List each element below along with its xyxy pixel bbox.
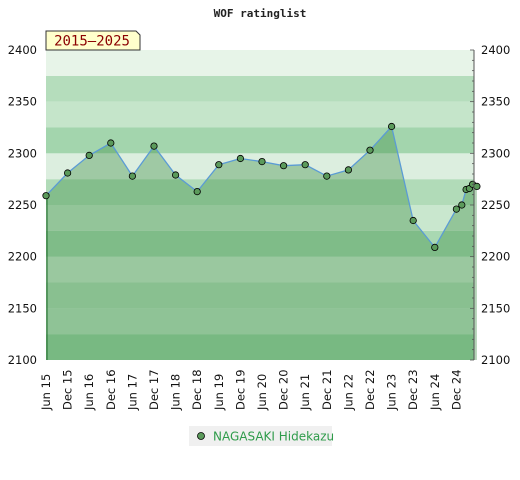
x-tick-label: Dec 19 — [233, 369, 247, 410]
data-point — [409, 216, 417, 225]
x-tick-label: Dec 23 — [406, 369, 420, 410]
data-point — [172, 171, 180, 179]
y-tick-label: 2350 — [481, 95, 510, 109]
data-point — [301, 161, 309, 169]
data-point — [452, 205, 460, 213]
data-point — [64, 169, 72, 177]
x-tick-label: Dec 21 — [320, 369, 334, 410]
x-tick-label: Jun 15 — [39, 374, 53, 411]
data-point — [215, 161, 223, 169]
data-point — [42, 192, 50, 200]
chart-title: WOF ratinglist — [214, 7, 307, 20]
y-tick-label: 2150 — [481, 301, 510, 315]
band — [46, 50, 474, 76]
band — [46, 101, 474, 128]
data-point — [473, 182, 481, 190]
x-tick-label: Jun 22 — [341, 374, 355, 411]
y-tick-label: 2350 — [8, 95, 37, 109]
band — [46, 179, 474, 205]
data-point — [128, 172, 136, 180]
y-tick-label: 2150 — [8, 301, 37, 315]
y-tick-label: 2400 — [8, 43, 37, 57]
rating-area-fill — [46, 126, 477, 360]
x-tick-label: Dec 17 — [147, 369, 161, 410]
x-tick-label: Jun 19 — [212, 374, 226, 411]
x-tick-label: Jun 24 — [428, 374, 442, 411]
band — [46, 334, 474, 360]
x-tick-label: Dec 18 — [190, 369, 204, 410]
data-point — [366, 146, 374, 154]
background-bands — [46, 50, 474, 360]
range-label: 2015–2025 — [54, 34, 130, 50]
x-tick-label: Jun 23 — [385, 374, 399, 411]
legend: NAGASAKI Hidekazu — [189, 426, 334, 446]
x-tick-label: Dec 15 — [61, 369, 75, 410]
data-point — [236, 154, 244, 163]
data-point — [458, 201, 466, 209]
y-tick-label: 2250 — [8, 198, 37, 212]
x-axis-labels: Jun 15 Dec 15 Jun 16 Dec 16 Jun 17 Dec 17 Jun … — [39, 369, 463, 411]
y-tick-label: 2200 — [8, 250, 37, 264]
y-tick-label: 2300 — [8, 146, 37, 160]
legend-marker — [197, 432, 205, 440]
data-point — [193, 188, 201, 196]
band — [46, 282, 474, 309]
data-point — [344, 166, 352, 174]
y-tick-label: 2100 — [481, 353, 510, 367]
data-point — [279, 162, 288, 170]
y-tick-label: 2100 — [8, 353, 37, 367]
data-points — [42, 122, 481, 251]
axes — [470, 49, 475, 361]
data-point — [323, 172, 331, 180]
x-tick-label: Jun 17 — [125, 374, 139, 411]
x-tick-label: Jun 16 — [82, 374, 96, 411]
x-tick-label: Jun 20 — [255, 374, 269, 411]
y-axis-right-labels: 2100 2150 2200 2250 2300 2350 2400 — [481, 43, 510, 367]
y-tick-label: 2200 — [481, 250, 510, 264]
x-tick-label: Dec 22 — [363, 369, 377, 410]
y-tick-label: 2400 — [481, 43, 510, 57]
x-tick-label: Jun 18 — [169, 374, 183, 411]
x-tick-label: Dec 24 — [449, 369, 463, 410]
range-label-box: 2015–2025 — [45, 30, 141, 51]
data-point — [85, 151, 93, 159]
x-tick-label: Jun 21 — [298, 374, 312, 411]
y-tick-label: 2250 — [481, 198, 510, 212]
data-point — [387, 122, 396, 131]
band — [46, 230, 474, 257]
y-tick-label: 2300 — [481, 146, 510, 160]
band — [46, 127, 474, 154]
band — [46, 205, 474, 231]
data-point — [431, 243, 439, 251]
data-point — [258, 158, 266, 166]
band — [46, 308, 474, 335]
band — [46, 256, 474, 283]
data-point — [107, 139, 115, 147]
x-tick-label: Dec 20 — [277, 369, 291, 410]
legend-label: NAGASAKI Hidekazu — [213, 430, 334, 444]
y-axis-left-labels: 2100 2150 2200 2250 2300 2350 2400 — [8, 43, 37, 367]
data-point — [150, 142, 158, 150]
band — [46, 75, 474, 102]
x-tick-label: Dec 16 — [104, 369, 118, 410]
